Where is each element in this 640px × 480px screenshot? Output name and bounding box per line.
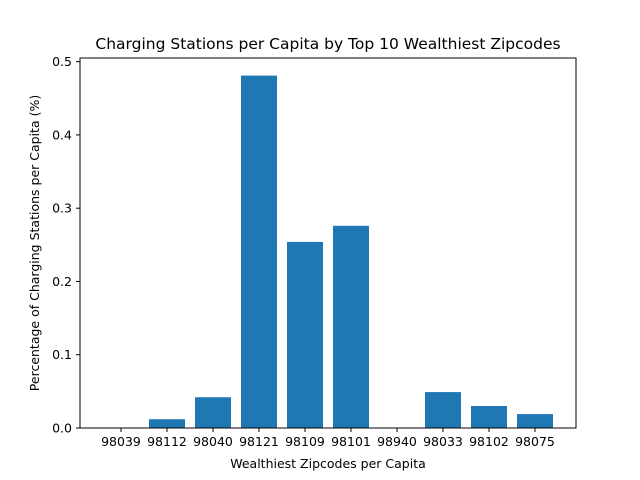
x-axis-label: Wealthiest Zipcodes per Capita	[230, 456, 426, 471]
x-tick-label: 98940	[377, 434, 417, 449]
chart-title: Charging Stations per Capita by Top 10 W…	[95, 35, 560, 53]
x-tick-label: 98121	[239, 434, 279, 449]
bar-98102	[471, 406, 507, 428]
x-tick-label: 98102	[469, 434, 509, 449]
bars-layer	[149, 75, 553, 428]
x-tick-label: 98112	[147, 434, 187, 449]
x-axis: 98039 98112 98040 98121 98109 98101 98940 98033…	[101, 428, 555, 449]
plot-frame	[79, 57, 577, 429]
x-tick-label: 98101	[331, 434, 371, 449]
x-tick-label: 98039	[101, 434, 141, 449]
y-tick-label: 0.4	[52, 127, 72, 142]
bar-98109	[287, 241, 323, 428]
bar-98101	[333, 225, 369, 428]
bar-98040	[195, 397, 231, 428]
y-tick-label: 0.3	[52, 201, 72, 216]
bar-98075	[517, 414, 553, 428]
y-axis: 0.0 0.1 0.2 0.3 0.4 0.5	[52, 54, 80, 436]
y-tick-label: 0.1	[52, 347, 72, 362]
y-tick-label: 0.2	[52, 274, 72, 289]
y-axis-label: Percentage of Charging Stations per Capi…	[27, 95, 42, 391]
x-tick-label: 98109	[285, 434, 325, 449]
bar-98121	[241, 75, 277, 428]
x-tick-label: 98075	[515, 434, 555, 449]
bar-98112	[149, 419, 185, 428]
bar-98033	[425, 392, 461, 428]
y-tick-label: 0.5	[52, 54, 72, 69]
x-tick-label: 98040	[193, 434, 233, 449]
x-tick-label: 98033	[423, 434, 463, 449]
y-tick-label: 0.0	[52, 421, 72, 436]
